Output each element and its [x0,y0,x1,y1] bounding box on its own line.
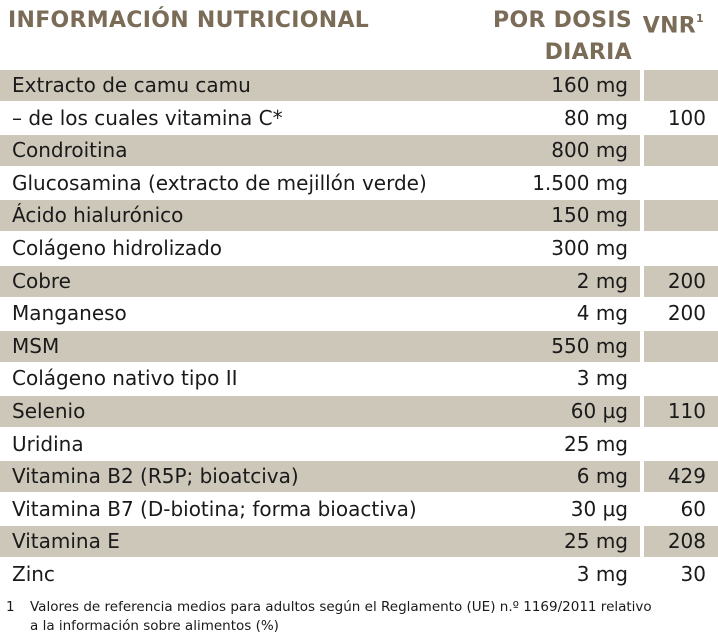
footnote-line: a la información sobre alimentos (%) [30,618,279,634]
row-shade [0,396,640,427]
dose-header-2: DIARIA [544,40,632,65]
amount: 300 mg [551,236,628,260]
nutrient-name: Manganeso [12,301,127,326]
row-shade [644,396,718,427]
vnr: 60 [680,496,706,521]
row-shade [0,526,640,558]
nutrient-name: Vitamina E [12,529,120,554]
nutrient-name: Condroitina [12,138,128,163]
nutrient-name: Cobre [12,268,71,293]
amount: 160 mg [551,73,628,97]
row-shade [644,526,718,558]
nutrient-name: Uridina [12,431,84,456]
row-shade [0,70,640,101]
row-shade [0,135,640,167]
row-shade [644,265,718,297]
amount: 150 mg [551,203,628,228]
row-shade [644,135,718,167]
amount: 800 mg [551,138,628,163]
vnr: 30 [680,562,706,586]
row-shade [644,461,718,493]
amount: 6 mg [576,464,628,489]
amount: 30 µg [570,496,628,521]
vnr: 429 [667,464,706,489]
row-shade [644,330,718,362]
row-shade [644,70,718,101]
nutrient-name: Ácido hialurónico [12,203,184,228]
row-shade [0,461,640,493]
dose-header-1: POR DOSIS [493,8,632,33]
vnr-label: VNR [642,13,697,39]
amount: 60 µg [570,399,628,423]
amount: 25 mg [564,529,628,554]
nutrient-name: MSM [12,333,60,358]
vnr: 110 [667,399,706,423]
row-shade [0,330,640,362]
amount: 80 mg [564,105,628,130]
nutrient-name: Selenio [12,399,86,423]
amount: 3 mg [576,562,628,586]
nutrient-name: Colágeno hidrolizado [12,236,223,260]
amount: 25 mg [564,431,628,456]
amount: 2 mg [576,268,628,293]
nutrient-name: Extracto de camu camu [12,73,251,97]
nutrient-name: Vitamina B2 (R5P; bioatciva) [12,464,299,489]
title: INFORMACIÓN NUTRICIONAL [8,8,370,33]
footnote-line: Valores de referencia medios para adulto… [30,599,652,615]
vnr: 200 [667,301,706,326]
vnr: 200 [667,268,706,293]
amount: 3 mg [576,366,628,391]
vnr-sup: 1 [696,12,704,25]
nutrient-name: Zinc [12,562,55,586]
nutrient-name: Vitamina B7 (D-biotina; forma bioactiva) [12,496,417,521]
amount: 4 mg [576,301,628,326]
row-shade [0,265,640,297]
amount: 550 mg [551,333,628,358]
footnote-marker: 1 [6,599,15,615]
amount: 1.500 mg [532,170,628,195]
vnr-header: VNR1 [643,8,704,39]
vnr: 100 [667,105,706,130]
nutrient-name: – de los cuales vitamina C* [12,105,283,130]
nutrient-name: Glucosamina (extracto de mejillón verde) [12,170,427,195]
vnr: 208 [667,529,706,554]
nutrient-name: Colágeno nativo tipo II [12,366,238,391]
row-shade [0,200,640,232]
row-shade [644,200,718,232]
